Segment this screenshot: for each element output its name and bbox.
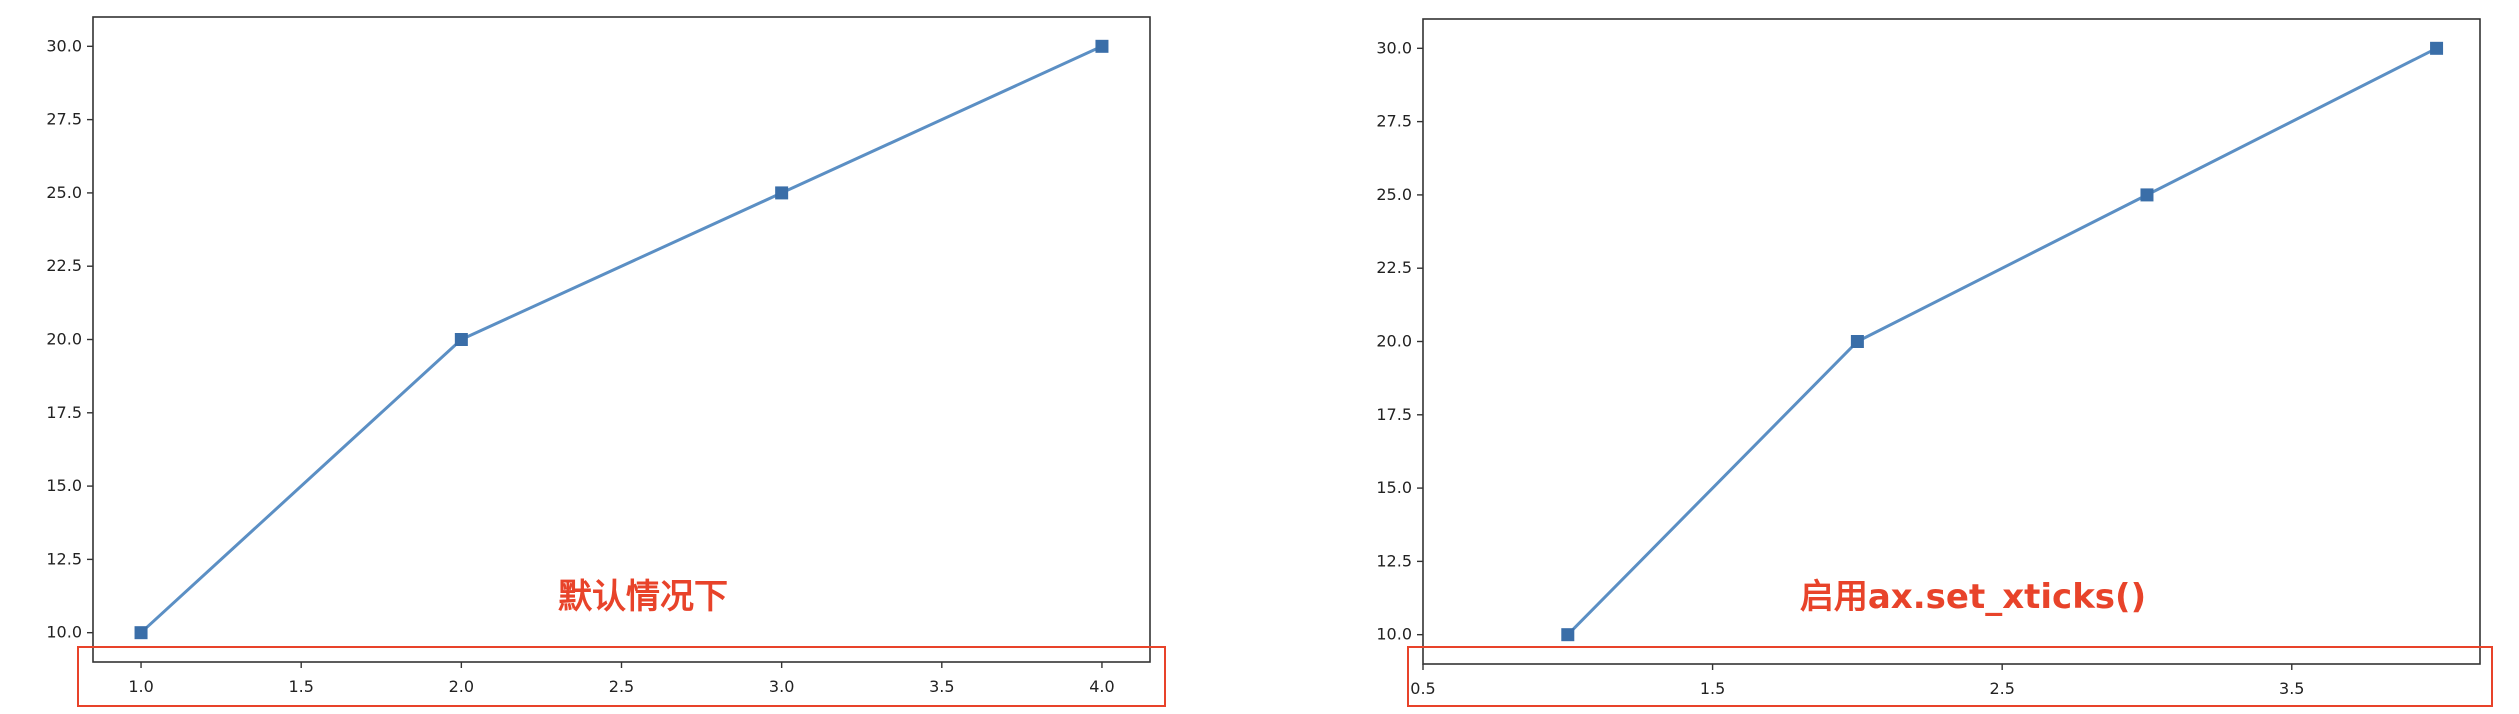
x-tick-label: 4.0 bbox=[1089, 677, 1114, 696]
data-point bbox=[454, 333, 468, 346]
y-tick-label: 22.5 bbox=[46, 256, 82, 275]
chart-set-xticks: 10.0 12.5 15.0 17.5 20.0 22.5 25.0 27.5 30.0 0.5 1… bbox=[1376, 18, 2493, 707]
y-tick-label: 30.0 bbox=[1376, 38, 1412, 57]
series-line bbox=[1566, 46, 2438, 636]
y-tick-label: 12.5 bbox=[46, 549, 82, 568]
x-tick-label: 1.5 bbox=[1700, 679, 1725, 698]
y-tick-label: 15.0 bbox=[1376, 478, 1412, 497]
x-tick-label: 0.5 bbox=[1410, 679, 1435, 698]
x-axis-highlight-box bbox=[1407, 646, 2493, 707]
data-point bbox=[2430, 41, 2444, 55]
data-point bbox=[2140, 188, 2154, 202]
series-line bbox=[139, 44, 1103, 634]
y-tick-label: 25.0 bbox=[46, 183, 82, 202]
data-point bbox=[134, 626, 148, 640]
plot-frame bbox=[1422, 18, 2481, 665]
y-tick-label: 17.5 bbox=[46, 403, 82, 422]
y-tick-label: 25.0 bbox=[1376, 185, 1412, 204]
y-tick-label: 27.5 bbox=[46, 110, 82, 129]
plot-frame bbox=[92, 16, 1151, 663]
data-point bbox=[1850, 335, 1864, 348]
x-tick-label: 1.5 bbox=[288, 677, 313, 696]
y-tick-label: 10.0 bbox=[46, 623, 82, 642]
y-tick-label: 20.0 bbox=[46, 330, 82, 349]
x-tick-label: 2.5 bbox=[609, 677, 634, 696]
annotation-text: 默认情况下 bbox=[558, 577, 728, 617]
data-point bbox=[775, 186, 789, 200]
y-tick-label: 17.5 bbox=[1376, 405, 1412, 424]
y-tick-label: 12.5 bbox=[1376, 551, 1412, 570]
chart-default: 10.0 12.5 15.0 17.5 20.0 22.5 25.0 27.5 30.0 1.0 1… bbox=[46, 16, 1166, 707]
y-tick-label: 22.5 bbox=[1376, 258, 1412, 277]
x-axis-highlight-box bbox=[77, 646, 1166, 707]
data-point bbox=[1561, 628, 1575, 642]
y-tick-label: 27.5 bbox=[1376, 112, 1412, 131]
y-tick-label: 15.0 bbox=[46, 476, 82, 495]
x-tick-label: 3.5 bbox=[2279, 679, 2304, 698]
y-tick-label: 10.0 bbox=[1376, 625, 1412, 644]
x-tick-label: 3.0 bbox=[769, 677, 794, 696]
y-tick-label: 20.0 bbox=[1376, 332, 1412, 351]
x-tick-label: 1.0 bbox=[128, 677, 153, 696]
x-tick-label: 2.5 bbox=[1989, 679, 2014, 698]
x-tick-label: 2.0 bbox=[449, 677, 474, 696]
y-tick-label: 30.0 bbox=[46, 36, 82, 55]
annotation-text: 启用ax.set_xticks() bbox=[1800, 577, 2146, 617]
x-tick-label: 3.5 bbox=[929, 677, 954, 696]
data-point bbox=[1095, 39, 1109, 53]
